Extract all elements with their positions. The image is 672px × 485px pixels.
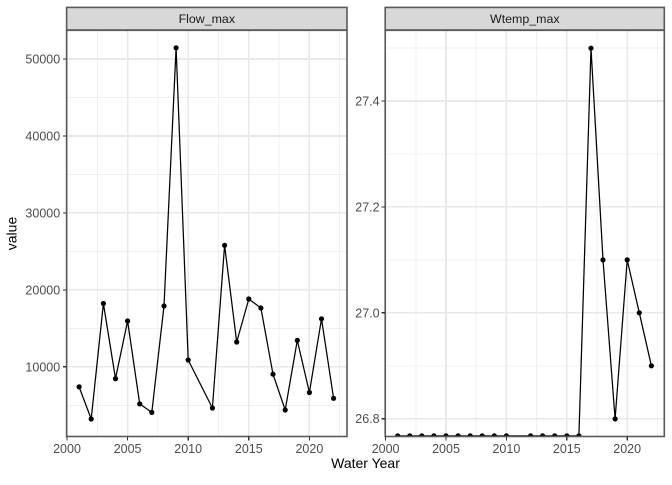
svg-text:26.8: 26.8 xyxy=(355,412,379,426)
svg-text:2010: 2010 xyxy=(492,442,520,456)
svg-text:2005: 2005 xyxy=(114,442,142,456)
svg-text:2005: 2005 xyxy=(432,442,460,456)
svg-text:Flow_max: Flow_max xyxy=(179,12,236,26)
svg-text:2015: 2015 xyxy=(235,442,263,456)
svg-text:2010: 2010 xyxy=(174,442,202,456)
svg-text:2000: 2000 xyxy=(372,442,400,456)
svg-text:2020: 2020 xyxy=(613,442,641,456)
svg-text:2000: 2000 xyxy=(53,442,81,456)
svg-text:20000: 20000 xyxy=(25,283,60,297)
svg-text:30000: 30000 xyxy=(25,206,60,220)
svg-text:Wtemp_max: Wtemp_max xyxy=(490,12,560,26)
svg-text:50000: 50000 xyxy=(25,53,60,67)
svg-text:27.4: 27.4 xyxy=(355,95,379,109)
svg-text:2020: 2020 xyxy=(295,442,323,456)
svg-text:27.0: 27.0 xyxy=(355,306,379,320)
svg-text:27.2: 27.2 xyxy=(355,200,379,214)
svg-text:10000: 10000 xyxy=(25,360,60,374)
svg-text:2015: 2015 xyxy=(553,442,581,456)
svg-text:Water Year: Water Year xyxy=(331,455,400,471)
svg-text:value: value xyxy=(4,217,20,251)
svg-text:40000: 40000 xyxy=(25,130,60,144)
